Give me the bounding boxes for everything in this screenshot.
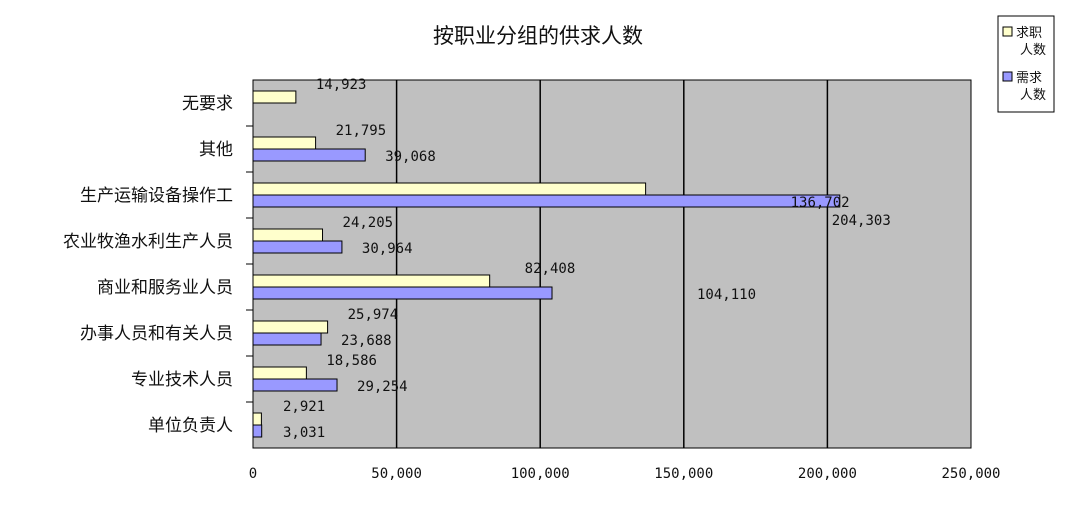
data-label-demand: 39,068: [385, 149, 436, 165]
data-label-job-seekers: 2,921: [283, 399, 325, 415]
data-labels: 2,921 3,031 18,586 29,254 25,974 23,688 82,408…: [283, 77, 891, 441]
bar-demand: [252, 194, 841, 208]
data-label-demand: 3,031: [283, 425, 325, 441]
category-labels: 单位负责人 专业技术人员 办事人员和有关人员 商业和服务业人员 农业牧渔水利生产人员 生产…: [63, 94, 233, 436]
bar-job-seekers: [252, 182, 647, 196]
category-label: 单位负责人: [148, 416, 233, 436]
bar-job-seekers: [252, 90, 297, 104]
bar-demand: [252, 240, 343, 254]
legend: 求职 人数 需求 人数: [997, 15, 1055, 113]
data-label-job-seekers: 25,974: [348, 307, 399, 323]
bar-job-seekers: [252, 366, 307, 380]
bar-demand: [252, 148, 366, 162]
bar-demand: [252, 378, 338, 392]
x-tick-label: 250,000: [941, 466, 1000, 482]
data-label-demand: 30,964: [362, 241, 413, 257]
x-tick-labels: 0 50,000 100,000 150,000 200,000 250,000: [249, 466, 1001, 482]
bar-job-seekers: [252, 228, 324, 242]
category-label: 办事人员和有关人员: [80, 324, 233, 344]
category-label: 其他: [199, 140, 233, 160]
legend-label-series-1-line-1: 求职: [1016, 26, 1042, 41]
data-label-job-seekers: 136,702: [791, 195, 850, 211]
legend-label-series-1-line-2: 人数: [1020, 43, 1046, 58]
gridlines: [246, 80, 829, 448]
category-label: 商业和服务业人员: [97, 278, 233, 298]
bar-demand: [252, 424, 263, 438]
category-label: 无要求: [182, 94, 233, 114]
x-tick-label: 100,000: [511, 466, 570, 482]
data-label-demand: 23,688: [341, 333, 392, 349]
data-label-demand: 204,303: [832, 213, 891, 229]
bars: [252, 90, 841, 438]
chart-title: 按职业分组的供求人数: [433, 24, 643, 48]
bar-job-seekers: [252, 274, 491, 288]
data-label-job-seekers: 82,408: [525, 261, 576, 277]
x-tick-label: 150,000: [654, 466, 713, 482]
legend-label-series-2-line-1: 需求: [1016, 71, 1042, 86]
bar-job-seekers: [252, 412, 262, 426]
category-label: 农业牧渔水利生产人员: [63, 232, 233, 252]
x-tick-label: 50,000: [371, 466, 422, 482]
x-tick-label: 0: [249, 466, 257, 482]
bar-demand: [252, 286, 553, 300]
category-label: 专业技术人员: [131, 370, 233, 390]
data-label-job-seekers: 18,586: [326, 353, 377, 369]
data-label-job-seekers: 24,205: [343, 215, 394, 231]
plot-area: [252, 79, 972, 449]
data-label-job-seekers: 21,795: [336, 123, 387, 139]
legend-label-series-2-line-2: 人数: [1020, 88, 1046, 103]
bar-demand: [252, 332, 322, 346]
x-tick-label: 200,000: [798, 466, 857, 482]
category-label: 生产运输设备操作工: [80, 186, 233, 206]
legend-swatch-series-1: [1002, 26, 1013, 37]
data-label-job-seekers: 14,923: [316, 77, 367, 93]
bar-job-seekers: [252, 320, 329, 334]
bar-job-seekers: [252, 136, 317, 150]
data-label-demand: 29,254: [357, 379, 408, 395]
legend-swatch-series-2: [1002, 71, 1013, 82]
data-label-demand: 104,110: [697, 287, 756, 303]
